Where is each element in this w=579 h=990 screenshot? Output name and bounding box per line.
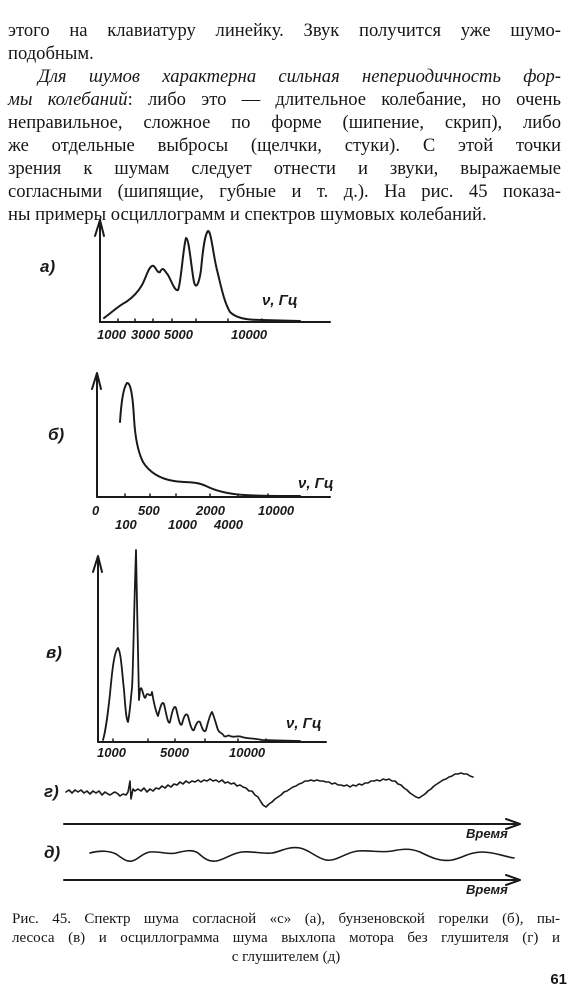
text-line: ны примеры осциллограмм и спектров шумов… <box>8 204 487 225</box>
panel-b-axis-label: ν, Гц <box>298 475 334 492</box>
caption-line: с глушителем (д) <box>231 949 341 965</box>
text-line: согласными (шипящие, губные и т. д.). На… <box>8 181 561 202</box>
panel-b-tick-label: 500 <box>138 503 160 518</box>
text-line: неправильное, сложное по форме (шипение,… <box>8 112 561 133</box>
panel-g-time-label: Время <box>466 826 508 841</box>
panel-b-tick-label: 100 <box>115 517 137 532</box>
text-line: подобным. <box>8 43 94 64</box>
text-line: же отдельные выбросы (щелчки, стуки). С … <box>8 135 561 156</box>
paragraph-1: этого на клавиатуру линейку. Звук получи… <box>8 19 561 65</box>
panel-d-oscillogram <box>63 846 521 886</box>
panel-a-tick-label: 3000 <box>131 327 161 342</box>
panel-v-tick-label: 5000 <box>160 745 190 760</box>
caption-line: Рис. 45. Спектр шума согласной «с» (а), … <box>12 911 560 927</box>
panel-b-tick-label: 4000 <box>213 517 244 532</box>
text-segment: : либо это — длительное колебание, но оч… <box>127 89 561 110</box>
text-line: мы колебаний: либо это — длительное коле… <box>8 88 561 111</box>
paragraph-2: Для шумов характерна сильная непериодичн… <box>8 65 561 226</box>
panel-a-label: а) <box>40 257 55 276</box>
panel-v-label: в) <box>46 643 62 662</box>
panel-v-ticks <box>112 738 267 743</box>
text-line: этого на клавиатуру линейку. Звук получи… <box>8 20 561 41</box>
panel-d-time-arrow <box>505 874 521 886</box>
panel-v-axis-label: ν, Гц <box>286 715 322 732</box>
panel-b-curve <box>119 382 301 497</box>
panel-g-wave <box>65 772 474 808</box>
panel-b-tick-label: 10000 <box>258 503 295 518</box>
italic-text: Для шумов характерна сильная непериодичн… <box>38 66 561 87</box>
panel-v-tick-label: 1000 <box>97 745 127 760</box>
panel-v-y-arrow <box>92 555 103 573</box>
panel-d-label: д) <box>44 843 61 862</box>
panel-g-time-arrow <box>505 818 521 830</box>
panel-b-label: б) <box>48 425 65 444</box>
panel-a-y-arrow <box>94 219 105 237</box>
panel-b-tick-label: 1000 <box>168 517 198 532</box>
panel-b-ticks <box>124 493 269 498</box>
panel-b-tick-label: 0 <box>92 503 100 518</box>
italic-text: мы колебаний <box>8 89 128 110</box>
page-number: 61 <box>550 971 567 988</box>
panel-g-oscillogram <box>63 772 521 830</box>
panel-g-label: г) <box>44 782 59 801</box>
panel-v-curve <box>102 549 301 742</box>
panel-b-spectrum <box>91 372 331 498</box>
panel-a-spectrum <box>94 219 331 323</box>
caption-line: лесоса (в) и осциллограмма шума выхлопа … <box>12 930 560 946</box>
panel-b-y-arrow <box>91 372 102 390</box>
panel-v-tick-label: 10000 <box>229 745 266 760</box>
panel-a-ticks <box>117 318 263 323</box>
panel-v-spectrum <box>92 549 327 743</box>
panel-a-tick-label: 10000 <box>231 327 268 342</box>
panel-b-tick-label: 2000 <box>195 503 226 518</box>
panel-a-curve <box>103 229 301 322</box>
panel-a-axis-label: ν, Гц <box>262 292 298 309</box>
figure-caption: Рис. 45. Спектр шума согласной «с» (а), … <box>12 910 560 967</box>
panel-a-tick-label: 5000 <box>164 327 194 342</box>
text-line: зрения к шумам следует отнести и звуки, … <box>8 158 561 179</box>
panel-d-wave <box>89 846 515 862</box>
panel-a-tick-label: 1000 <box>97 327 127 342</box>
text-line: Для шумов характерна сильная непериодичн… <box>8 65 561 88</box>
panel-d-time-label: Время <box>466 882 508 897</box>
